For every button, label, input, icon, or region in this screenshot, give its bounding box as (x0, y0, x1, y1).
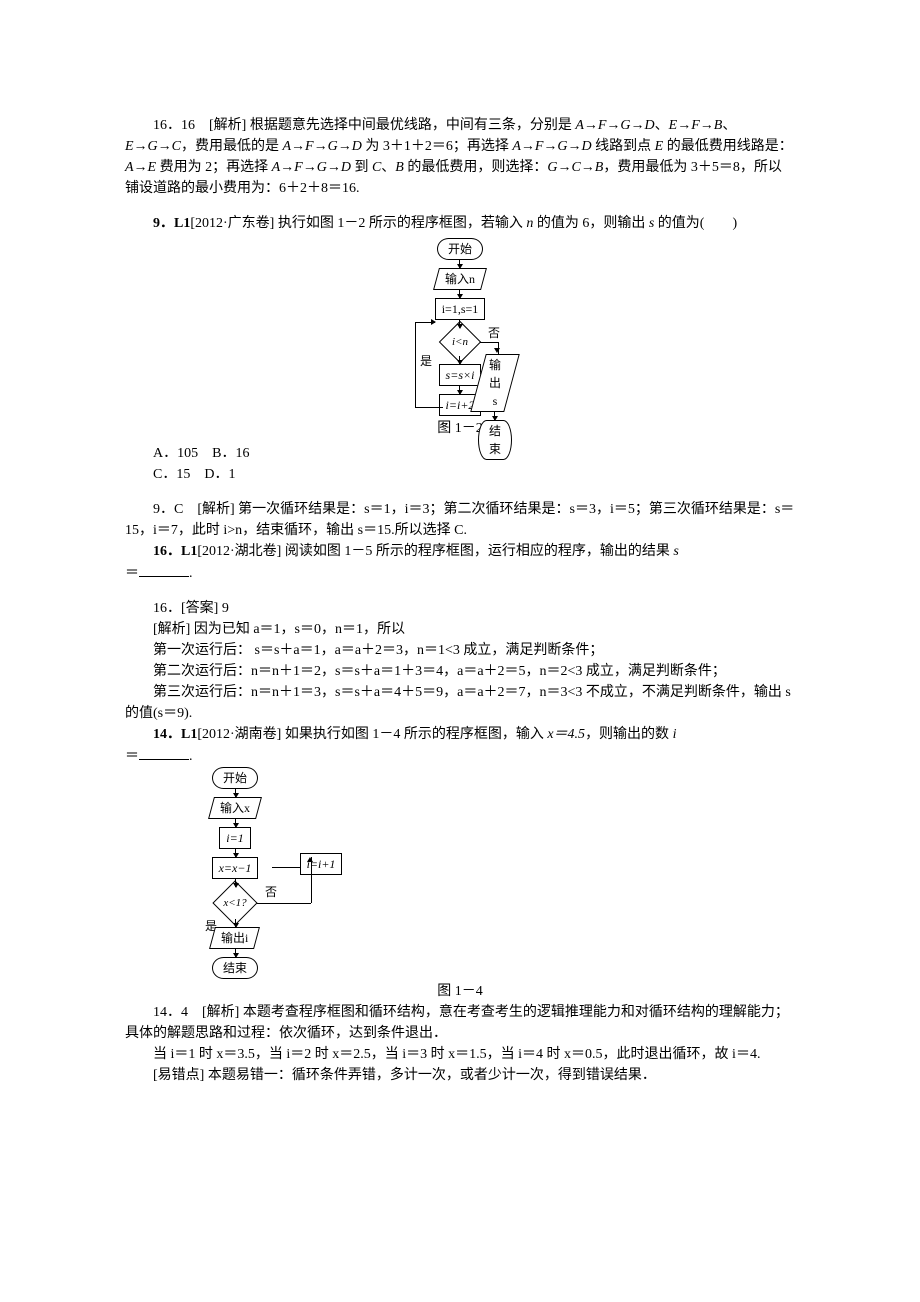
point: E (655, 139, 664, 154)
fc2-inc: i=i+1 (300, 853, 343, 875)
option-a: A．105 (153, 446, 198, 461)
options-row1: A．105 B．16 (125, 443, 795, 464)
sequence: G→C→B (547, 160, 603, 175)
sequence: A→F→G→D (283, 139, 362, 154)
text: 、 (655, 118, 669, 133)
ans-head: 9．C [解析] (153, 502, 238, 517)
option-b: B．16 (212, 446, 249, 461)
text: 执行如图 1－2 所示的程序框图，若输入 (278, 216, 527, 231)
answer-16-run3: 第三次运行后：n＝n＋1＝3，s＝s＋a＝4＋5＝9，a＝a＋2＝7，n＝3<3… (125, 682, 795, 724)
option-c: C．15 (153, 467, 190, 482)
sequence: A→E (125, 160, 156, 175)
sequence: E→F→B (669, 118, 723, 133)
text: ，费用最低的是 (181, 139, 283, 154)
answer-16-exp1: [解析] 因为已知 a＝1，s＝0，n＝1，所以 (125, 619, 795, 640)
point: C (372, 160, 381, 175)
q-head: 16．L1 (153, 544, 197, 559)
fc-init: i=1,s=1 (435, 298, 486, 320)
q16-blank-line: ＝. (125, 562, 795, 584)
flowchart-1: 开始 输入n i=1,s=1 i<n 是 否 (125, 238, 795, 439)
text: 到 (351, 160, 372, 175)
text: 阅读如图 1－5 所示的程序框图，运行相应的程序，输出的结果 (285, 544, 674, 559)
para-16: 16．16 [解析] 根据题意先选择中间最优线路，中间有三条，分别是 A→F→G… (125, 115, 795, 199)
no-label: 否 (488, 324, 500, 342)
text: 费用为 2；再选择 (156, 160, 272, 175)
var: s (673, 544, 678, 559)
fc-output: 输出s (470, 354, 520, 412)
q-head: 9．L1 (153, 216, 190, 231)
eq: x＝4.5 (547, 727, 585, 742)
fc2-start: 开始 (212, 767, 258, 789)
sequence: E→G→C (125, 139, 181, 154)
answer-16-label: 16．[答案] 9 (125, 598, 795, 619)
fc1-caption: 图 1－2 (437, 418, 483, 439)
page-container: 16．16 [解析] 根据题意先选择中间最优线路，中间有三条，分别是 A→F→G… (0, 0, 920, 1302)
ans-head: 14．4 [解析] (153, 1005, 243, 1020)
text: 的值为 6，则输出 (533, 216, 649, 231)
text: 如果执行如图 1－4 所示的程序框图，输入 (285, 727, 548, 742)
answer-16-run2: 第二次运行后：n＝n＋1＝2，s＝s＋a＝1＋3＝4，a＝a＋2＝5，n＝2<3… (125, 661, 795, 682)
text: ＝ (125, 566, 139, 581)
text: 的最低费用线路是： (663, 139, 793, 154)
answer-9: 9．C [解析] 第一次循环结果是：s＝1，i＝3；第二次循环结果是：s＝3，i… (125, 499, 795, 541)
var: i (673, 727, 677, 742)
answer-14-error: [易错点] 本题易错一：循环条件弄错，多计一次，或者少计一次，得到错误结果． (125, 1065, 795, 1086)
text: ＝ (125, 749, 139, 764)
text: 的值为( ) (654, 216, 737, 231)
fc2-end: 结束 (212, 957, 258, 979)
fill-blank (139, 745, 189, 760)
fc2-output: 输出i (209, 927, 260, 949)
text: 、 (381, 160, 395, 175)
q-source: [2012·湖北卷] (197, 544, 285, 559)
fc-cond: i<n 是 否 输出s 结束 (436, 328, 484, 356)
text: . (189, 566, 193, 581)
q-source: [2012·广东卷] (190, 216, 278, 231)
sequence: A→F→G→D (272, 160, 351, 175)
err-head: [易错点] (153, 1068, 208, 1083)
fc2-cond: x<1? 是 否 (207, 887, 263, 919)
text: 线路到点 (592, 139, 655, 154)
answer-14-trace: 当 i＝1 时 x＝3.5，当 i＝2 时 x＝2.5，当 i＝3 时 x＝1.… (125, 1044, 795, 1065)
fc2-input: 输入x (208, 797, 262, 819)
yes-label: 是 (420, 352, 432, 370)
text: . (189, 749, 193, 764)
text: ，则输出的数 (585, 727, 673, 742)
options-row2: C．15 D．1 (125, 464, 795, 485)
question-14: 14．L1[2012·湖南卷] 如果执行如图 1－4 所示的程序框图，输入 x＝… (125, 724, 795, 745)
option-d: D．1 (204, 467, 235, 482)
fc2-step: x=x−1 (212, 857, 259, 879)
question-9: 9．L1[2012·广东卷] 执行如图 1－2 所示的程序框图，若输入 n 的值… (125, 213, 795, 234)
sequence: A→F→G→D (512, 139, 591, 154)
sequence: A→F→G→D (575, 118, 654, 133)
flowchart-2: 开始 输入x i=1 x=x−1 i=i+1 x<1? 是 否 (165, 767, 795, 979)
fc2-init: i=1 (219, 827, 250, 849)
fc-input: 输入n (433, 268, 487, 290)
q-source: [2012·湖南卷] (197, 727, 285, 742)
text: 因为已知 a＝1，s＝0，n＝1，所以 (194, 622, 405, 637)
text: 的最低费用，则选择： (404, 160, 548, 175)
exp-head: [解析] (153, 622, 194, 637)
text: 、 (722, 118, 736, 133)
answer-14: 14．4 [解析] 本题考查程序框图和循环结构，意在考查考生的逻辑推理能力和对循… (125, 1002, 795, 1044)
question-16-hubei: 16．L1[2012·湖北卷] 阅读如图 1－5 所示的程序框图，运行相应的程序… (125, 541, 795, 562)
text: 本题易错一：循环条件弄错，多计一次，或者少计一次，得到错误结果． (208, 1068, 656, 1083)
point: B (395, 160, 404, 175)
q14-blank-line: ＝. (125, 745, 795, 767)
text: 为 3＋1＋2＝6；再选择 (362, 139, 513, 154)
fc-end: 结束 (478, 420, 512, 460)
fc-start: 开始 (437, 238, 483, 260)
text: 16．16 [解析] 根据题意先选择中间最优线路，中间有三条，分别是 (153, 118, 575, 133)
q-head: 14．L1 (153, 727, 197, 742)
fc2-caption: 图 1－4 (125, 981, 795, 1002)
fc-step1: s=s×i (439, 364, 482, 386)
no-label: 否 (265, 883, 277, 901)
fill-blank (139, 562, 189, 577)
answer-16-run1: 第一次运行后： s＝s＋a＝1，a＝a＋2＝3，n＝1<3 成立，满足判断条件； (125, 640, 795, 661)
